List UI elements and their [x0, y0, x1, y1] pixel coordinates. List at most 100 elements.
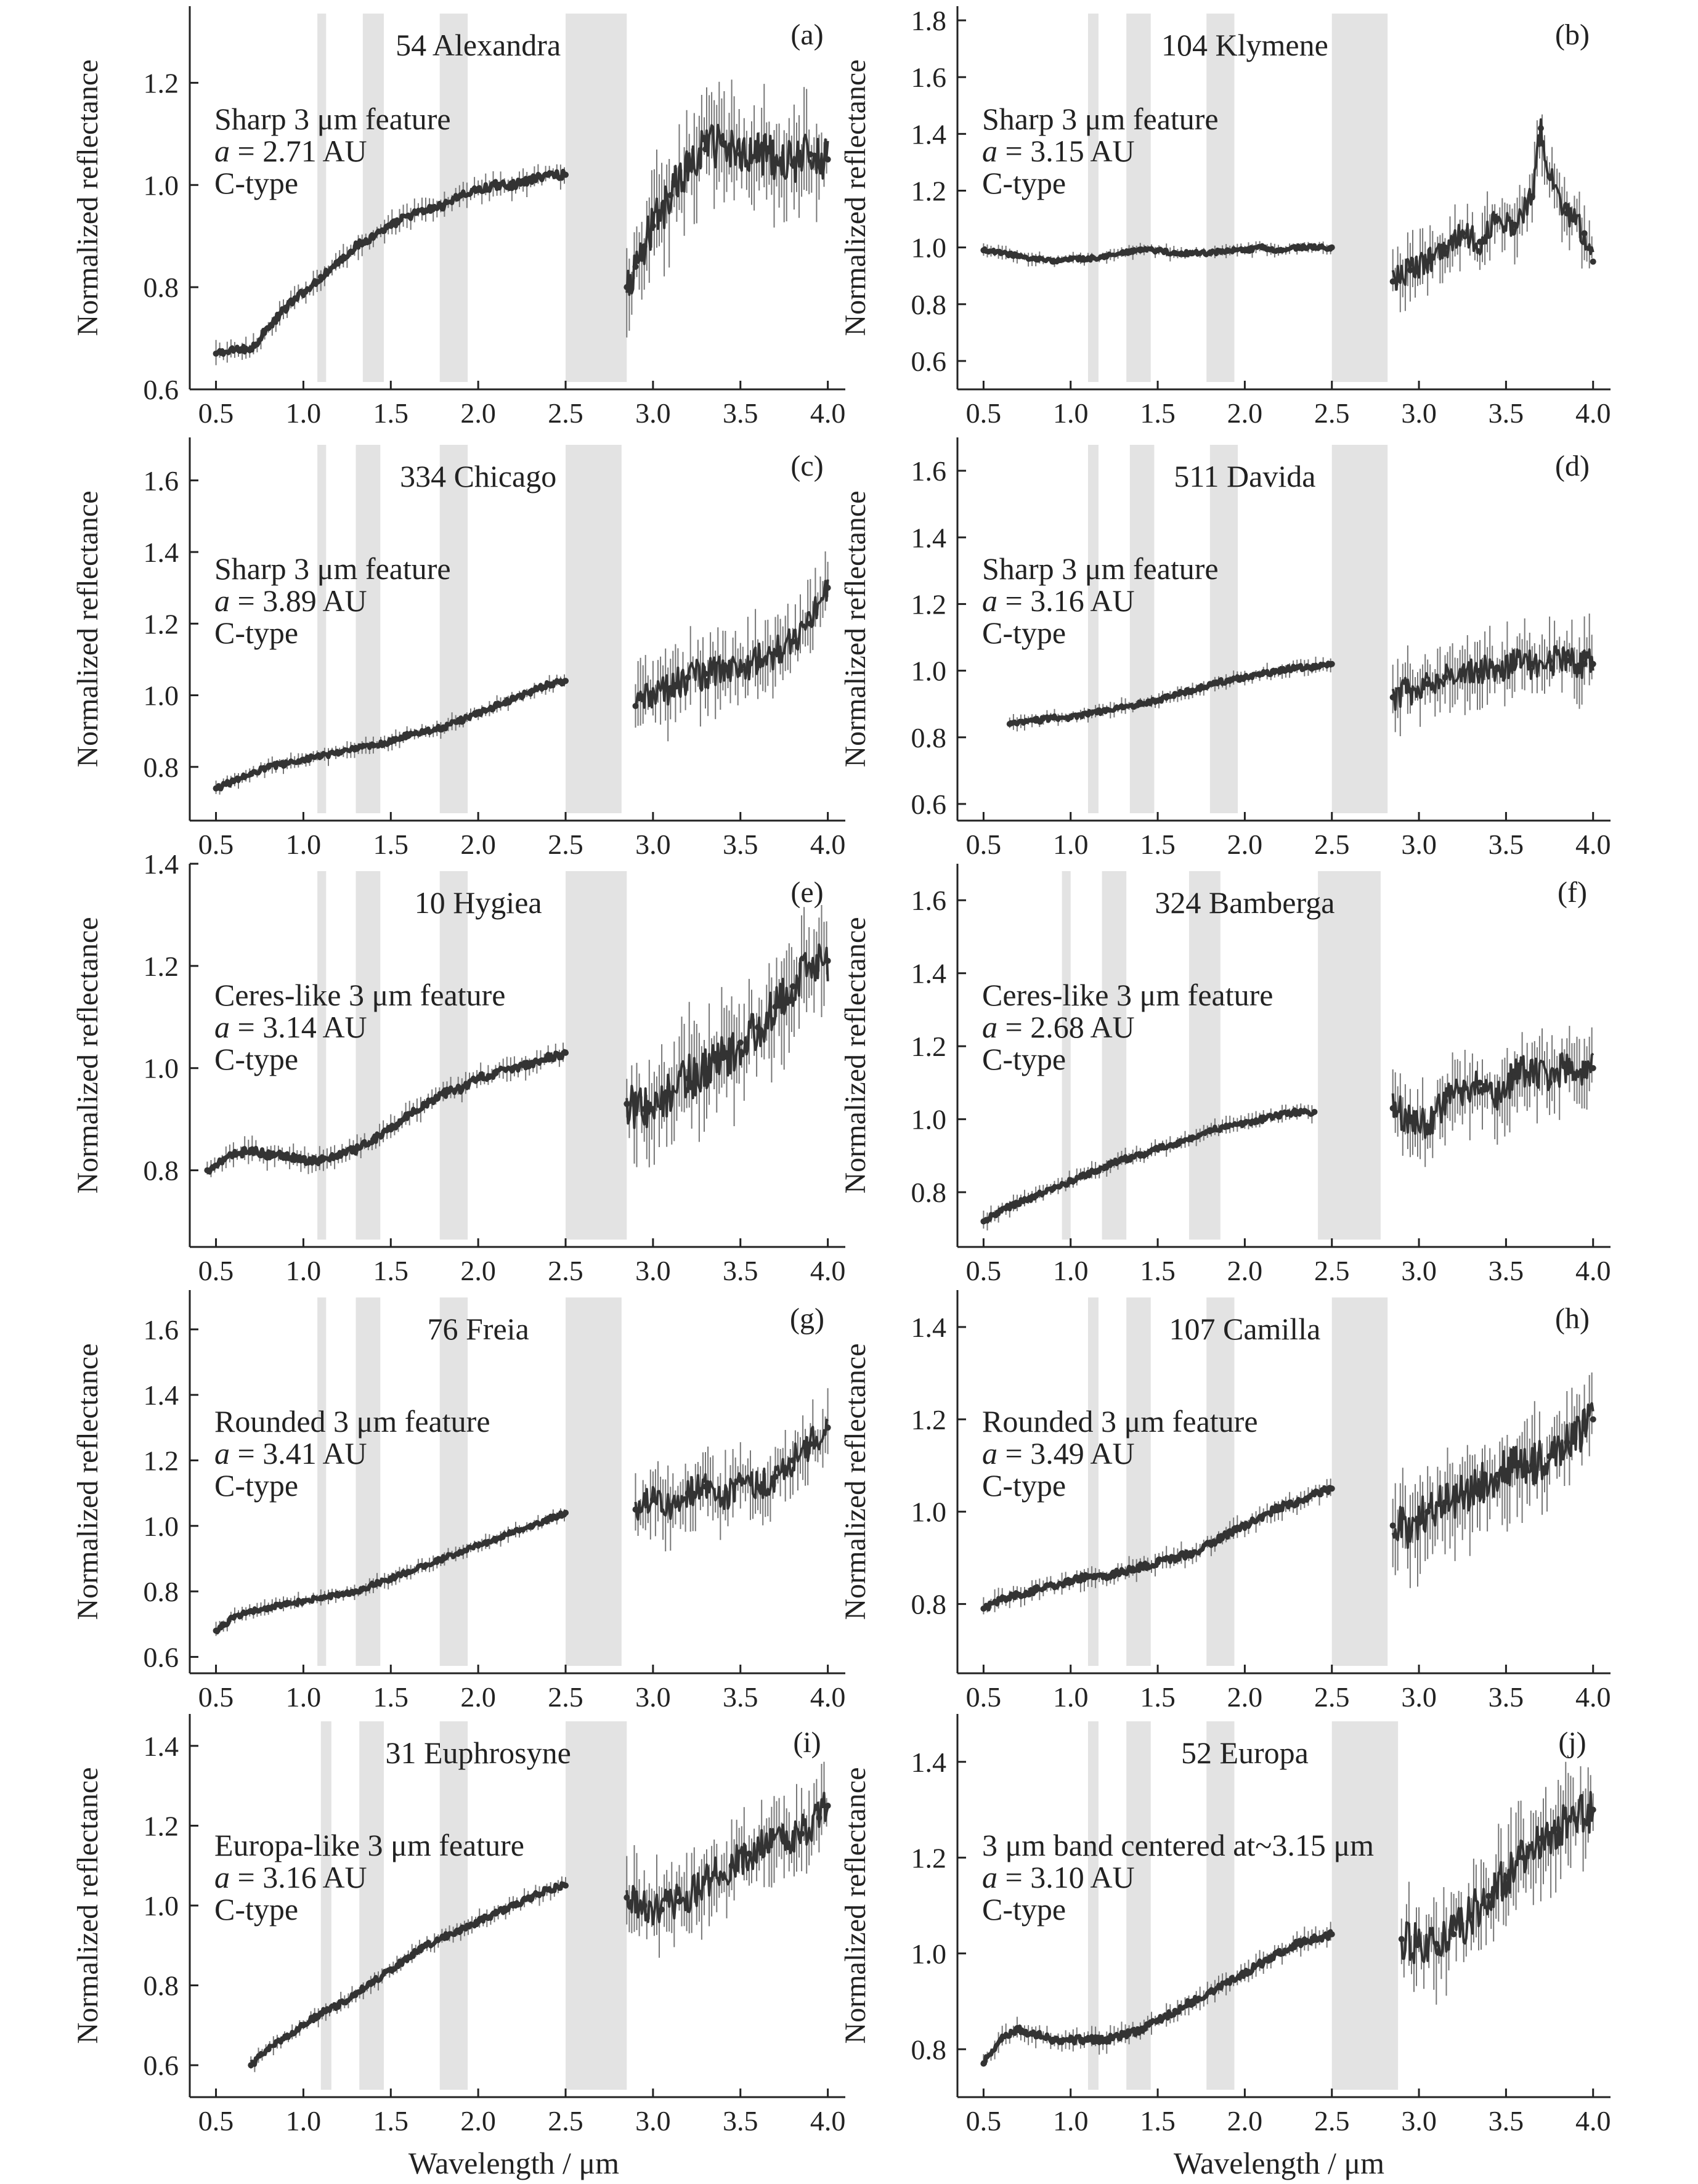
y-tick-label: 1.4 [911, 958, 947, 989]
data-point [755, 1024, 762, 1031]
data-point [352, 1990, 359, 1997]
annotation-line: a = 3.41 AU [214, 1436, 367, 1471]
data-point [457, 1085, 464, 1092]
data-point [1015, 1200, 1022, 1206]
shaded-band [1331, 445, 1388, 813]
data-point [1459, 1490, 1466, 1496]
data-point [824, 1424, 831, 1431]
series-1-errorbars [1392, 613, 1593, 736]
data-point [1119, 1569, 1126, 1575]
data-point [1067, 256, 1074, 262]
shaded-band [439, 445, 468, 813]
data-point [563, 1049, 569, 1056]
shaded-band [1126, 1297, 1151, 1666]
y-tick-label: 1.0 [911, 232, 947, 264]
annotation-line: a = 3.89 AU [214, 583, 367, 618]
y-tick-label: 0.8 [144, 1155, 179, 1187]
y-axis-label: Normalized reflectance [839, 59, 872, 336]
x-tick-label: 4.0 [1575, 1681, 1611, 1713]
x-tick-label: 2.5 [548, 1255, 583, 1286]
data-point [1067, 1178, 1074, 1185]
data-point [1564, 210, 1570, 217]
x-tick-label: 4.0 [810, 397, 846, 429]
data-point [1407, 688, 1413, 694]
y-tick-label: 1.2 [144, 608, 179, 639]
data-point [1189, 688, 1196, 694]
annotation-line: C-type [214, 1468, 298, 1503]
data-point [1511, 660, 1518, 667]
data-point [204, 1167, 211, 1174]
x-tick-label: 3.0 [635, 2105, 671, 2137]
y-tick-label: 1.2 [911, 588, 947, 620]
data-point [1206, 1988, 1213, 1995]
data-point [440, 1555, 447, 1562]
series-0-errorbars [983, 1922, 1331, 2066]
data-point [1015, 1591, 1022, 1598]
data-point [632, 702, 639, 709]
y-tick-label: 1.2 [144, 1810, 179, 1841]
panel-c: 0.8 1.0 1.2 1.4 1.6 0.5 1.0 1.5 2.0 2.5 3.0 3.5 4.0 3… [144, 437, 845, 860]
data-point [684, 1075, 691, 1082]
data-point [317, 274, 324, 280]
data-point [1572, 1816, 1579, 1823]
data-point [1033, 1193, 1039, 1200]
data-point [693, 1886, 700, 1893]
annotation-line: Rounded 3 μm feature [982, 1404, 1258, 1439]
data-point [335, 749, 342, 756]
data-point [492, 1910, 499, 1917]
data-point [475, 710, 482, 716]
data-point [352, 1147, 359, 1153]
x-tick-label: 4.0 [810, 1255, 846, 1286]
data-point [527, 1894, 534, 1901]
data-point [1155, 2017, 1161, 2024]
data-point [755, 146, 762, 153]
x-tick-label: 3.5 [1489, 829, 1524, 860]
data-point [457, 1926, 464, 1933]
data-point [1581, 1425, 1588, 1432]
x-tick-label: 1.0 [286, 829, 322, 860]
x-tick-label: 3.5 [1489, 2105, 1524, 2137]
x-tick-label: 2.5 [1314, 1681, 1350, 1713]
data-point [755, 656, 762, 663]
data-point [352, 745, 359, 752]
shaded-band [320, 1721, 331, 2090]
y-tick-label: 1.2 [144, 951, 179, 982]
data-point [1050, 714, 1057, 721]
data-point [1407, 267, 1413, 274]
data-point [440, 1090, 447, 1097]
y-tick-label: 0.6 [911, 346, 947, 377]
annotation-line: Sharp 3 μm feature [214, 102, 451, 136]
data-point [1085, 2036, 1091, 2043]
x-tick-label: 1.5 [1140, 829, 1176, 860]
data-point [1424, 258, 1431, 265]
data-point [624, 284, 630, 291]
annotation-line: Rounded 3 μm feature [214, 1404, 490, 1439]
y-tick-label: 0.8 [911, 722, 947, 753]
data-point [1189, 1134, 1196, 1141]
data-point [772, 649, 779, 656]
y-tick-label: 0.8 [144, 1576, 179, 1607]
x-tick-label: 1.5 [373, 397, 409, 429]
data-point [317, 1594, 324, 1601]
data-point [1015, 2027, 1022, 2034]
data-point [423, 728, 429, 734]
data-point [405, 1569, 412, 1575]
data-point [1442, 1499, 1448, 1506]
series-1-trace [1391, 1402, 1594, 1549]
data-point [1442, 674, 1448, 681]
data-point [1511, 1462, 1518, 1469]
data-point [684, 166, 691, 173]
shaded-band [1102, 871, 1127, 1240]
x-tick-label: 1.5 [373, 1681, 409, 1713]
data-point [492, 702, 499, 709]
annotation-line: C-type [982, 615, 1066, 650]
data-point [1119, 250, 1126, 256]
panel-f: 0.8 1.0 1.2 1.4 1.6 0.5 1.0 1.5 2.0 2.5 3.0 3.5 4.0 3… [911, 864, 1611, 1286]
y-tick-label: 1.4 [911, 522, 947, 553]
x-tick-label: 4.0 [1575, 829, 1611, 860]
data-point [667, 1090, 674, 1097]
data-point [1294, 1941, 1301, 1947]
x-tick-label: 2.5 [548, 1681, 583, 1713]
panel-tag: (j) [1558, 1726, 1586, 1759]
data-point [248, 2062, 254, 2069]
